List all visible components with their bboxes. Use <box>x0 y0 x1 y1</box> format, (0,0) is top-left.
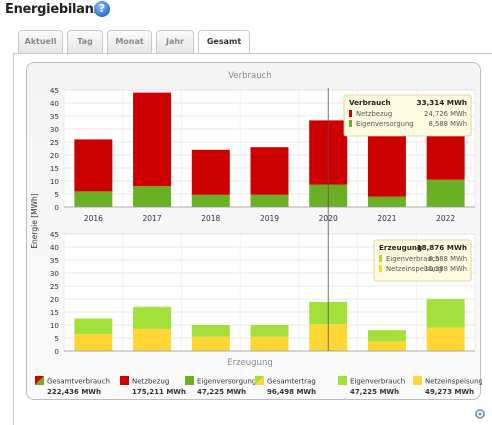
tooltip-swatch <box>379 255 382 262</box>
y-tick-label: 0 <box>54 347 59 356</box>
tooltip-row-label: Eigenversorgung <box>356 120 414 128</box>
legend-value: 96,498 MWh <box>267 388 316 396</box>
energy-chart-container: Verbrauch Erzeugung 0 5 10 15 20 25 30 35 40 45 0 5 10… <box>26 62 483 400</box>
y-tick-label: 5 <box>54 190 59 199</box>
bar-eigenversorgung-2021 <box>367 196 406 207</box>
y-tick-label: 5 <box>54 334 59 343</box>
y-tick-label: 20 <box>50 295 60 304</box>
bar-netzbezug-2017 <box>133 92 172 187</box>
tooltip-swatch <box>349 120 352 127</box>
chart-title-erzeugung: Erzeugung <box>227 358 273 368</box>
tooltip-swatch <box>379 265 382 272</box>
legend-label: Eigenverbrauch <box>350 378 405 386</box>
energy-balance-chart: Verbrauch Erzeugung 0 5 10 15 20 25 30 35 40 45 0 5 10… <box>30 71 483 396</box>
legend-value: 222,436 MWh <box>47 388 101 396</box>
legend-swatch <box>338 376 347 385</box>
bar-eigenverbrauch-2022 <box>426 299 465 328</box>
chart-title-verbrauch: Verbrauch <box>228 71 271 81</box>
bar-netzeinspeisung-2016 <box>74 334 113 351</box>
y-tick-label: 15 <box>50 308 59 317</box>
tooltip-box-1 <box>373 239 472 282</box>
tooltip-box-0 <box>343 94 472 137</box>
bar-eigenverbrauch-2018 <box>191 325 230 337</box>
bar-eigenverbrauch-2021 <box>367 330 406 342</box>
legend-value: 47,225 MWh <box>197 388 246 396</box>
bar-eigenverbrauch-2017 <box>133 306 172 329</box>
bar-netzeinspeisung-2021 <box>367 341 406 351</box>
tooltip-title: Erzeugung <box>379 243 422 252</box>
x-tick-label: 2019 <box>260 214 279 223</box>
bar-netzbezug-2016 <box>74 139 113 192</box>
bar-netzbezug-2021 <box>367 135 406 197</box>
bar-netzeinspeisung-2019 <box>250 336 289 351</box>
legend-swatch <box>413 376 422 385</box>
legend-label: Eigenversorgung <box>197 378 256 386</box>
tooltip-row-value: 8,588 MWh <box>428 120 467 128</box>
y-tick-label: 0 <box>54 203 59 212</box>
tooltip-title: Verbrauch <box>349 98 391 107</box>
bar-eigenversorgung-2018 <box>191 194 230 207</box>
x-tick-label: 2017 <box>143 214 162 223</box>
legend-label: Gesamtverbrauch <box>47 378 110 386</box>
bar-eigenversorgung-2016 <box>74 191 113 207</box>
y-tick-label: 30 <box>50 269 60 278</box>
legend-swatch <box>185 376 194 385</box>
y-axis-label: Energie [MWh] <box>30 193 39 248</box>
y-tick-label: 35 <box>50 256 59 265</box>
y-tick-label: 35 <box>50 112 59 121</box>
tooltip-row-value: 10,288 MWh <box>424 265 467 273</box>
tooltip-swatch <box>349 110 352 117</box>
legend-value: 49,273 MWh <box>425 388 474 396</box>
bar-eigenversorgung-2022 <box>426 179 465 207</box>
settings-icon[interactable] <box>474 408 486 420</box>
tooltip-total: 33,314 MWh <box>417 98 467 107</box>
y-tick-label: 15 <box>50 164 59 173</box>
help-icon[interactable]: ? <box>94 1 110 17</box>
page-title: Energiebilanz <box>5 2 101 17</box>
legend-value: 47,225 MWh <box>350 388 399 396</box>
bar-netzeinspeisung-2022 <box>426 327 465 351</box>
tooltip-row-label: Eigenverbrauch <box>386 255 440 263</box>
tooltip-row-label: Netzbezug <box>356 110 392 118</box>
legend-swatch <box>120 376 129 385</box>
x-tick-label: 2016 <box>84 214 103 223</box>
y-tick-label: 25 <box>50 138 59 147</box>
y-tick-label: 10 <box>50 321 60 330</box>
tab-jahr[interactable]: Jahr <box>156 30 194 53</box>
y-tick-label: 25 <box>50 282 59 291</box>
x-tick-label: 2022 <box>436 214 455 223</box>
tooltip-total: 18,876 MWh <box>417 243 467 252</box>
bar-eigenversorgung-2019 <box>250 194 289 207</box>
bar-eigenverbrauch-2019 <box>250 325 289 337</box>
bar-eigenverbrauch-2016 <box>74 318 113 335</box>
tooltip-row-value: 24,726 MWh <box>424 110 467 118</box>
tab-bar: Aktuell Tag Monat Jahr Gesamt <box>13 30 492 54</box>
legend-label: Netzeinspeisung <box>425 378 482 386</box>
legend-value: 175,211 MWh <box>132 388 186 396</box>
tab-aktuell[interactable]: Aktuell <box>18 30 63 53</box>
legend-swatch-gesamtertrag <box>255 376 264 385</box>
tab-gesamt[interactable]: Gesamt <box>198 30 250 54</box>
x-tick-label: 2018 <box>201 214 220 223</box>
y-tick-label: 45 <box>50 86 59 95</box>
bar-netzeinspeisung-2017 <box>133 328 172 351</box>
y-tick-label: 30 <box>50 125 60 134</box>
bar-netzbezug-2019 <box>250 147 289 195</box>
bar-eigenversorgung-2017 <box>133 186 172 207</box>
tooltip-row-label: Netzeinspeisung <box>386 265 442 273</box>
x-tick-label: 2021 <box>377 214 396 223</box>
legend-label: Gesamtertrag <box>267 378 316 386</box>
legend-swatch-gesamtverbrauch <box>35 376 44 385</box>
legend-label: Netzbezug <box>132 378 169 386</box>
y-tick-label: 45 <box>50 230 59 239</box>
bar-netzeinspeisung-2018 <box>191 336 230 351</box>
y-tick-label: 10 <box>50 177 60 186</box>
tab-monat[interactable]: Monat <box>107 30 152 53</box>
tab-tag[interactable]: Tag <box>67 30 103 53</box>
tooltip-row-value: 8,588 MWh <box>428 255 467 263</box>
y-tick-label: 40 <box>50 99 60 108</box>
bar-netzbezug-2018 <box>191 149 230 195</box>
y-tick-label: 20 <box>50 151 60 160</box>
y-tick-label: 40 <box>50 243 60 252</box>
